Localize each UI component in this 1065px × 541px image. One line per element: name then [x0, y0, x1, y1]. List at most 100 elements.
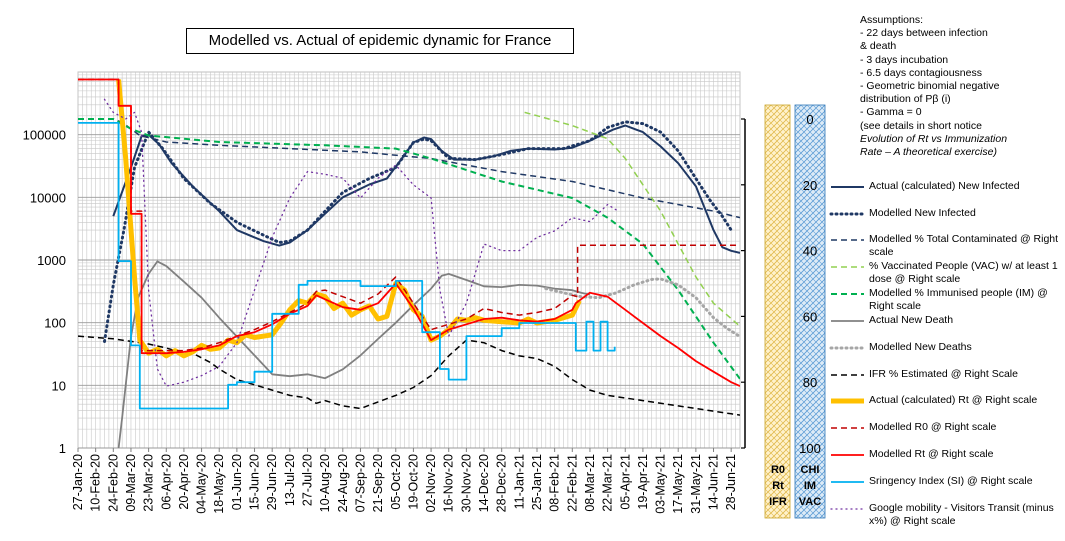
legend-swatch [831, 186, 864, 188]
y-right2-axis-label: CHI [801, 464, 820, 476]
legend-swatch [831, 374, 864, 376]
x-tick-label: 29-Jun-20 [265, 454, 279, 510]
y-left-tick-label: 1 [59, 441, 66, 456]
series-line-8 [116, 79, 582, 359]
x-tick-label: 09-Mar-20 [124, 454, 138, 512]
x-tick-label: 13-Jul-20 [283, 454, 297, 506]
assumption-line: - 6.5 days contagiousness [860, 66, 982, 79]
series-line-4 [78, 118, 740, 380]
legend-item: Modelled Rt @ Right scale [828, 448, 1063, 478]
x-tick-label: 08-Mar-21 [583, 454, 597, 512]
x-tick-label: 27-Jul-20 [300, 454, 314, 506]
legend-swatch [831, 427, 864, 429]
x-tick-label: 30-Nov-20 [459, 454, 473, 512]
x-tick-label: 22-Mar-21 [601, 454, 615, 512]
legend-label: Modelled R0 @ Right scale [869, 421, 997, 433]
x-tick-label: 18-May-20 [212, 454, 226, 514]
x-tick-label: 02-Nov-20 [424, 454, 438, 512]
legend-swatch [831, 266, 864, 268]
legend-label: Modelled New Deaths [869, 341, 972, 353]
legend-item: Modelled % Total Contaminated @ Right sc… [828, 233, 1063, 263]
x-tick-label: 27-Jan-20 [71, 454, 85, 510]
x-tick-label: 10-Aug-20 [318, 454, 332, 512]
y-left-tick-label: 10000 [30, 190, 66, 205]
assumption-line: - 22 days between infection [860, 27, 988, 40]
legend-item: Modelled New Infected [828, 207, 1063, 237]
chart-title: Modelled vs. Actual of epidemic dynamic … [186, 28, 574, 54]
legend-item: Modelled R0 @ Right scale [828, 421, 1063, 451]
x-tick-label: 17-May-21 [671, 454, 685, 514]
legend-swatch [831, 454, 864, 456]
series-line-6 [544, 277, 740, 339]
x-tick-label: 07-Sep-20 [353, 454, 367, 512]
assumptions-note: Assumptions: - 22 days between infection… [860, 14, 1060, 159]
y-right2-tick-label: 40 [803, 244, 817, 259]
x-tick-label: 03-May-21 [654, 454, 668, 514]
series-line-2 [78, 118, 740, 219]
plot-grid [77, 71, 741, 449]
y-left-tick-label: 100000 [23, 128, 66, 143]
assumptions-heading: Assumptions: [860, 14, 924, 26]
x-tick-label: 31-May-21 [689, 454, 703, 514]
legend-swatch [831, 481, 864, 483]
legend-label: Modelled % Total Contaminated @ Right sc… [869, 233, 1059, 258]
r0-rt-ifr-axis-band [764, 104, 791, 519]
x-tick-label: 19-Apr-21 [636, 454, 650, 510]
x-tick-label: 11-Jan-21 [512, 454, 526, 509]
legend-swatch [831, 320, 864, 322]
legend-label: IFR % Estimated @ Right Scale [869, 368, 1018, 380]
legend-item: Modelled % Immunised people (IM) @ Right… [828, 287, 1063, 317]
y-right2-axis-label: VAC [799, 496, 821, 508]
x-tick-label: 16-Nov-20 [442, 454, 456, 512]
x-tick-label: 28-Dec-20 [495, 454, 509, 512]
legend-label: % Vaccinated People (VAC) w/ at least 1 … [869, 260, 1058, 285]
x-tick-label: 10-Feb-20 [89, 454, 103, 512]
assumption-line: - Geometric binomial negative [860, 80, 1000, 93]
legend-label: Actual (calculated) New Infected [869, 180, 1020, 192]
legend-swatch [831, 293, 864, 295]
legend-swatch [831, 398, 864, 404]
legend-item: Actual (calculated) New Infected [828, 180, 1063, 210]
y-right1-axis-label: R0 [771, 464, 785, 476]
y-left-tick-label: 1000 [37, 253, 66, 268]
legend-label: Modelled New Infected [869, 207, 976, 219]
series-line-1 [103, 120, 733, 343]
series-layer [78, 78, 740, 448]
x-tick-label: 23-Mar-20 [142, 454, 156, 512]
legend-label: Actual (calculated) Rt @ Right scale [869, 394, 1038, 406]
legend-label: Modelled % Immunised people (IM) @ Right… [869, 287, 1048, 312]
x-tick-label: 20-Apr-20 [177, 454, 191, 510]
series-line-9 [78, 78, 740, 352]
legend-label: Actual New Death [869, 314, 954, 326]
x-tick-label: 04-May-20 [195, 454, 209, 514]
series-line-11 [78, 122, 616, 410]
legend-item: Actual New Death [828, 314, 1063, 344]
series-line-0 [112, 124, 740, 254]
x-tick-label: 05-Apr-21 [618, 454, 632, 510]
legend-label: Google mobility - Visitors Transit (minu… [869, 502, 1054, 527]
x-tick-label: 22-Feb-21 [565, 454, 579, 512]
x-tick-label: 06-Apr-20 [159, 454, 173, 510]
assumption-line: - 3 days incubation [860, 53, 949, 66]
series-line-5 [117, 260, 591, 448]
y-right2-tick-label: 20 [803, 178, 817, 193]
legend-item: % Vaccinated People (VAC) w/ at least 1 … [828, 260, 1063, 290]
x-tick-label: 01-Jun-20 [230, 454, 244, 510]
y-right2-tick-label: 80 [803, 375, 817, 390]
assumption-line: Evolution of Rt vs Immunization [860, 132, 1008, 145]
legend-item: Google mobility - Visitors Transit (minu… [828, 502, 1063, 532]
x-tick-label: 14-Dec-20 [477, 454, 491, 512]
legend-swatch [830, 508, 865, 510]
y-right2-axis-label: IM [804, 480, 816, 492]
series-line-3 [524, 111, 740, 327]
x-tick-label: 28-Jun-21 [724, 454, 738, 510]
assumption-line: & death [860, 40, 897, 53]
legend-item: Modelled New Deaths [828, 341, 1063, 371]
x-tick-label: 24-Aug-20 [336, 454, 350, 512]
legend-swatch [829, 346, 866, 350]
legend-item: Actual (calculated) Rt @ Right scale [828, 394, 1063, 424]
x-tick-label: 05-Oct-20 [389, 454, 403, 510]
y-right1-axis-label: Rt [772, 480, 784, 492]
x-tick-label: 15-Jun-20 [248, 454, 262, 510]
